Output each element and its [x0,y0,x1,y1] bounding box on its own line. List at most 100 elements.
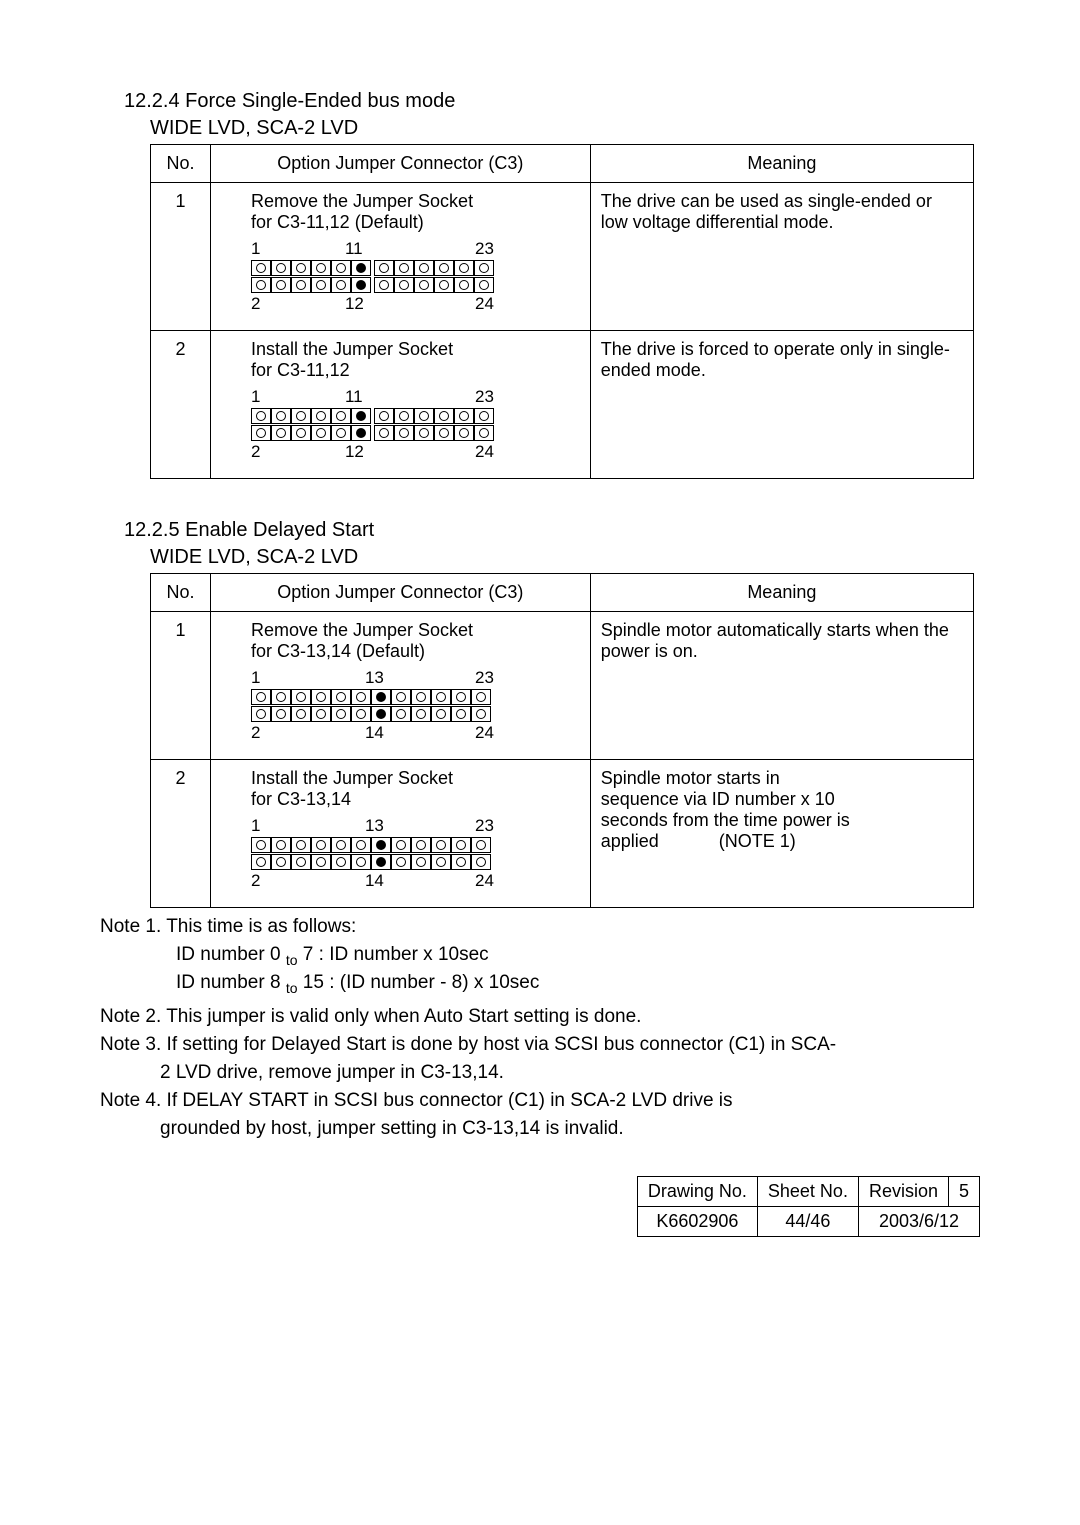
pin [251,408,271,424]
th-meaning: Meaning [590,574,973,612]
table-row: 1Remove the Jumper Socketfor C3-11,12 (D… [151,183,974,331]
pin-label-start: 1 [251,668,271,688]
footer-sheet-value: 44/46 [757,1206,858,1236]
pin [351,260,371,276]
pin [351,837,371,853]
pin [271,425,291,441]
cell-meaning: The drive can be used as single-ended or… [590,183,973,331]
note1-line1-b: to [286,952,298,968]
pin-label-start: 2 [251,442,271,462]
note3-b: 2 LVD drive, remove jumper in C3-13,14. [160,1062,980,1084]
footer-drawing-label: Drawing No. [637,1176,757,1206]
pin-label-start: 1 [251,816,271,836]
pin-label-mid: 12 [345,294,364,314]
footer-drawing-value: K6602906 [637,1206,757,1236]
pin [251,689,271,705]
pin [311,689,331,705]
meaning-line: Spindle motor starts in [601,768,963,789]
pin [331,408,351,424]
pin [374,425,394,441]
pin [351,408,371,424]
pin [251,425,271,441]
note4-a: Note 4. If DELAY START in SCSI bus conne… [100,1090,980,1112]
meaning-line: seconds from the time power is [601,810,963,831]
pin-label-end: 23 [475,668,494,688]
pin [431,706,451,722]
instruction-line: Remove the Jumper Socket [251,620,580,641]
pin [371,706,391,722]
section2-subheading: WIDE LVD, SCA-2 LVD [150,546,980,569]
th-no: No. [151,574,211,612]
footer-table: Drawing No. Sheet No. Revision 5 K660290… [637,1176,980,1237]
pin [251,837,271,853]
pin-diagram: 1112321224 [251,387,580,462]
pin [311,706,331,722]
instruction-line: Install the Jumper Socket [251,768,580,789]
pin [351,425,371,441]
pin-row [251,706,580,722]
section1-heading: 12.2.4 Force Single-Ended bus mode [124,90,980,113]
pin [291,408,311,424]
pin-labels: 11123 [251,239,494,259]
pin [411,854,431,870]
pin [394,408,414,424]
pin-labels: 1 13 23 [251,668,494,688]
th-meaning: Meaning [590,145,973,183]
pin [351,689,371,705]
note1-intro: Note 1. This time is as follows: [100,916,980,938]
pin [291,706,311,722]
note4-b: grounded by host, jumper setting in C3-1… [160,1118,980,1140]
pin [311,260,331,276]
pin [394,277,414,293]
note-ref: (NOTE 1) [719,831,796,852]
pin [434,277,454,293]
pin [431,689,451,705]
pin-labels: 21424 [251,871,494,891]
note3-a: Note 3. If setting for Delayed Start is … [100,1034,980,1056]
pin-label-start: 2 [251,871,271,891]
th-option: Option Jumper Connector (C3) [210,574,590,612]
note2: Note 2. This jumper is valid only when A… [100,1006,980,1028]
pin [251,854,271,870]
pin [471,706,491,722]
pin-label-mid: 13 [365,668,384,688]
pin [331,706,351,722]
pin [474,277,494,293]
pin [291,854,311,870]
footer-sheet-label: Sheet No. [757,1176,858,1206]
pin [471,854,491,870]
pin-label-end: 23 [475,239,494,259]
cell-option: Remove the Jumper Socketfor C3-11,12 (De… [210,183,590,331]
pin-row [251,425,580,441]
pin [351,706,371,722]
pin [311,425,331,441]
instruction-line: for C3-11,12 (Default) [251,212,580,233]
pin [451,706,471,722]
pin [474,260,494,276]
table-row: 2Install the Jumper Socketfor C3-11,1211… [151,331,974,479]
meaning-line: sequence via ID number x 10 [601,789,963,810]
pin-labels: 11323 [251,816,494,836]
pin [454,425,474,441]
pin [311,277,331,293]
pin [271,837,291,853]
pin [374,408,394,424]
cell-option: Remove the Jumper Socketfor C3-13,14 (De… [210,612,590,760]
th-no: No. [151,145,211,183]
pin [474,408,494,424]
section1-subheading: WIDE LVD, SCA-2 LVD [150,117,980,140]
pin [474,425,494,441]
cell-meaning: Spindle motor automatically starts when … [590,612,973,760]
cell-meaning: The drive is forced to operate only in s… [590,331,973,479]
pin [351,854,371,870]
pin-label-start: 2 [251,294,271,314]
footer-date: 2003/6/12 [858,1206,979,1236]
pin [351,277,371,293]
pin [251,260,271,276]
pin-row [251,837,580,853]
pin [331,837,351,853]
pin [271,408,291,424]
pin-label-mid: 13 [365,816,384,836]
pin-label-mid: 11 [345,239,363,259]
pin-label-end: 23 [475,387,494,407]
